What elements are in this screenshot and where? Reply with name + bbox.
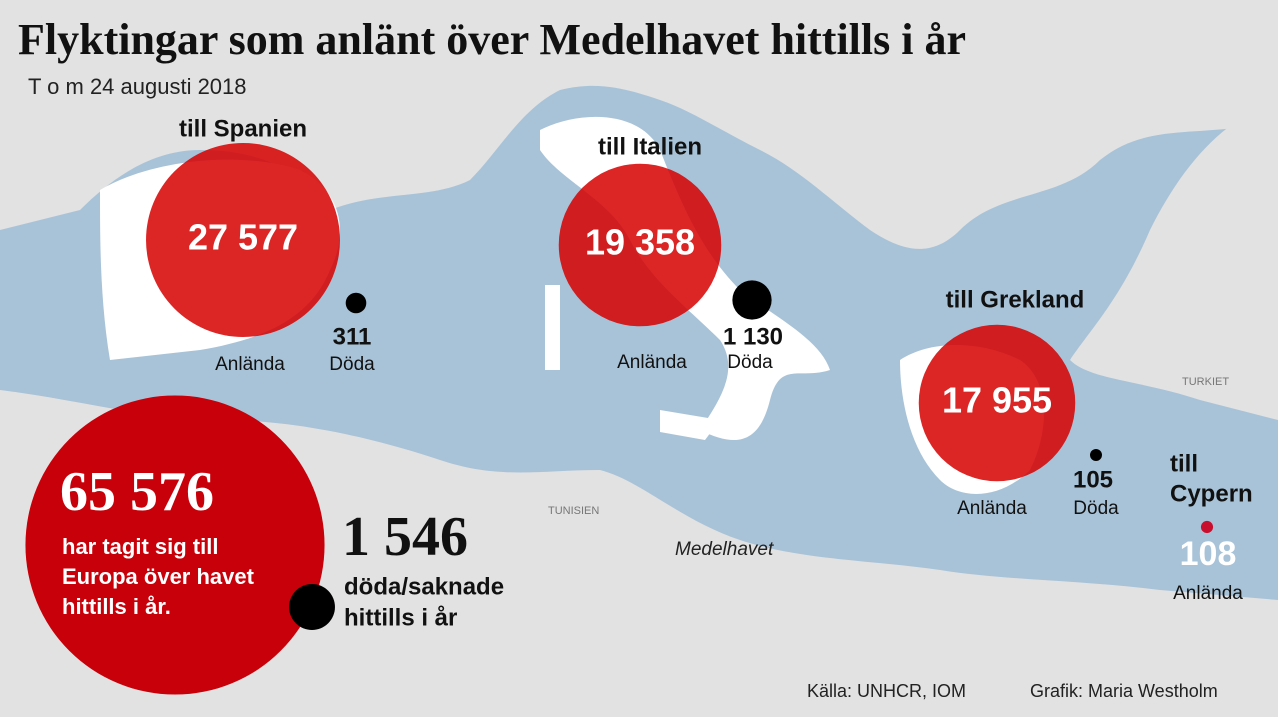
land-sardinia <box>545 285 560 370</box>
arrived-value: 17 955 <box>942 380 1052 421</box>
total-dead-text: hittills i år <box>344 604 457 631</box>
total-arrived-circle <box>25 395 325 695</box>
destination-label: till Spanien <box>179 115 307 142</box>
arrived-caption: Anlända <box>1173 583 1243 604</box>
arrived-circle <box>146 143 340 337</box>
total-arrived-text: har tagit sig till <box>62 534 218 559</box>
arrived-circle <box>918 324 1076 482</box>
total-arrived-text: hittills i år. <box>62 594 171 619</box>
arrived-caption: Anlända <box>617 352 687 373</box>
land-sicily <box>660 410 720 440</box>
map-label: TUNISIEN <box>548 505 599 517</box>
subtitle: T o m 24 augusti 2018 <box>28 74 247 99</box>
destination-label: Cypern <box>1170 480 1253 507</box>
dead-caption: Döda <box>727 352 773 373</box>
dead-value: 1 130 <box>723 323 783 350</box>
total-dead-value: 1 546 <box>342 506 468 568</box>
arrived-circle <box>558 163 722 327</box>
total-arrived-text: Europa över havet <box>62 564 255 589</box>
dead-value: 105 <box>1073 466 1113 493</box>
arrived-caption: Anlända <box>215 354 285 375</box>
dead-caption: Döda <box>329 354 375 375</box>
dead-circle <box>1090 449 1102 461</box>
dead-circle <box>345 292 367 314</box>
total-arrived-value: 65 576 <box>60 461 214 523</box>
arrived-value: 108 <box>1180 535 1237 573</box>
arrived-circle <box>1200 520 1214 534</box>
source: Källa: UNHCR, IOM <box>807 681 966 701</box>
arrived-value: 19 358 <box>585 222 695 263</box>
destination-label: till <box>1170 450 1198 477</box>
destination-label: till Grekland <box>946 286 1085 313</box>
dead-circle <box>732 280 772 320</box>
arrived-caption: Anlända <box>957 498 1027 519</box>
destination-label: till Italien <box>598 133 702 160</box>
title: Flyktingar som anlänt över Medelhavet hi… <box>18 15 966 64</box>
total-dead-text: döda/saknade <box>344 573 504 600</box>
arrived-value: 27 577 <box>188 217 298 258</box>
land-turkey <box>1070 100 1278 420</box>
marks: till Spanien 27 577 Anlända 311 Döda till Ita… <box>25 115 1253 695</box>
dead-value: 311 <box>333 323 372 350</box>
dead-caption: Döda <box>1073 498 1119 519</box>
credit: Grafik: Maria Westholm <box>1030 681 1218 701</box>
total-dead-circle <box>289 584 335 630</box>
land-africa <box>0 390 1278 717</box>
map-label: Medelhavet <box>675 539 774 560</box>
map-label: TURKIET <box>1182 376 1229 388</box>
